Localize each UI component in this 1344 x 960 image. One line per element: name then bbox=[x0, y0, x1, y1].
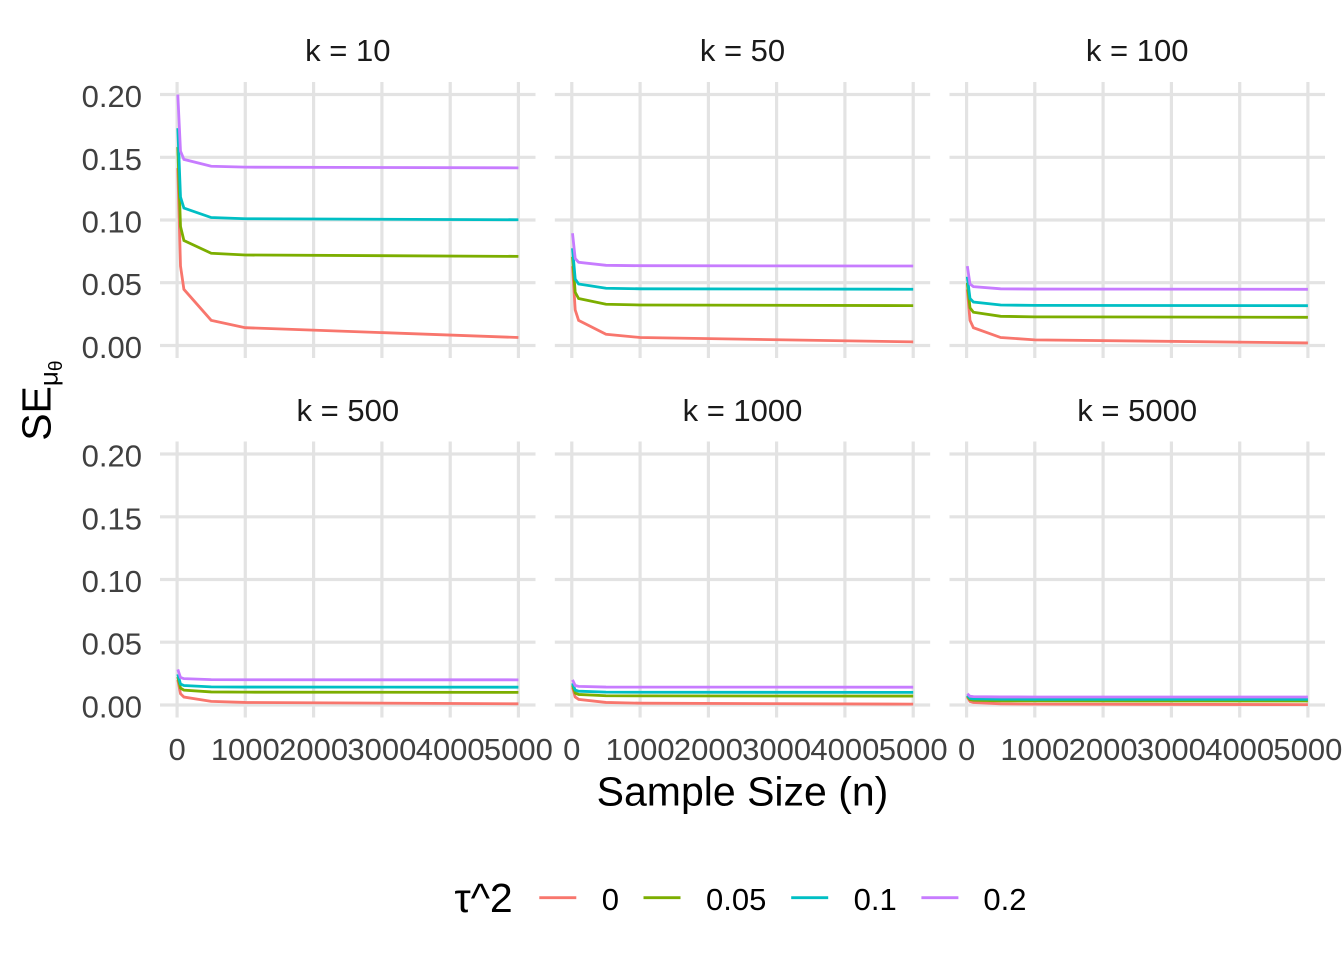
svg-text:4000: 4000 bbox=[416, 732, 485, 767]
svg-text:k = 10: k = 10 bbox=[305, 33, 390, 68]
svg-text:Sample Size (n): Sample Size (n) bbox=[597, 769, 889, 815]
svg-text:1000: 1000 bbox=[211, 732, 280, 767]
svg-text:1000: 1000 bbox=[1000, 732, 1069, 767]
svg-text:1000: 1000 bbox=[606, 732, 675, 767]
svg-text:0: 0 bbox=[168, 732, 185, 767]
svg-text:0.05: 0.05 bbox=[82, 267, 142, 302]
svg-text:k = 50: k = 50 bbox=[700, 33, 785, 68]
svg-text:0.00: 0.00 bbox=[82, 330, 142, 365]
svg-text:3000: 3000 bbox=[347, 732, 416, 767]
svg-text:2000: 2000 bbox=[674, 732, 743, 767]
svg-text:0.20: 0.20 bbox=[82, 439, 142, 474]
svg-text:5000: 5000 bbox=[1273, 732, 1342, 767]
svg-text:2000: 2000 bbox=[279, 732, 348, 767]
svg-text:3000: 3000 bbox=[742, 732, 811, 767]
svg-text:0.15: 0.15 bbox=[82, 501, 142, 536]
svg-text:0.1: 0.1 bbox=[854, 882, 897, 917]
svg-text:3000: 3000 bbox=[1137, 732, 1206, 767]
svg-text:2000: 2000 bbox=[1069, 732, 1138, 767]
svg-text:0: 0 bbox=[602, 882, 619, 917]
svg-text:4000: 4000 bbox=[1205, 732, 1274, 767]
svg-text:0: 0 bbox=[563, 732, 580, 767]
svg-text:0: 0 bbox=[958, 732, 975, 767]
svg-text:0.00: 0.00 bbox=[82, 690, 142, 725]
svg-text:k = 1000: k = 1000 bbox=[683, 393, 803, 428]
svg-text:5000: 5000 bbox=[879, 732, 948, 767]
svg-text:4000: 4000 bbox=[810, 732, 879, 767]
svg-text:0.10: 0.10 bbox=[82, 205, 142, 240]
svg-text:0.2: 0.2 bbox=[983, 882, 1026, 917]
svg-text:0.10: 0.10 bbox=[82, 564, 142, 599]
svg-text:0.20: 0.20 bbox=[82, 79, 142, 114]
svg-text:0.05: 0.05 bbox=[706, 882, 766, 917]
svg-text:k = 500: k = 500 bbox=[297, 393, 400, 428]
svg-text:τ^2: τ^2 bbox=[455, 875, 513, 921]
svg-text:0.05: 0.05 bbox=[82, 627, 142, 662]
svg-text:k = 5000: k = 5000 bbox=[1077, 393, 1197, 428]
svg-text:5000: 5000 bbox=[484, 732, 553, 767]
svg-text:0.15: 0.15 bbox=[82, 142, 142, 177]
svg-text:k = 100: k = 100 bbox=[1086, 33, 1189, 68]
